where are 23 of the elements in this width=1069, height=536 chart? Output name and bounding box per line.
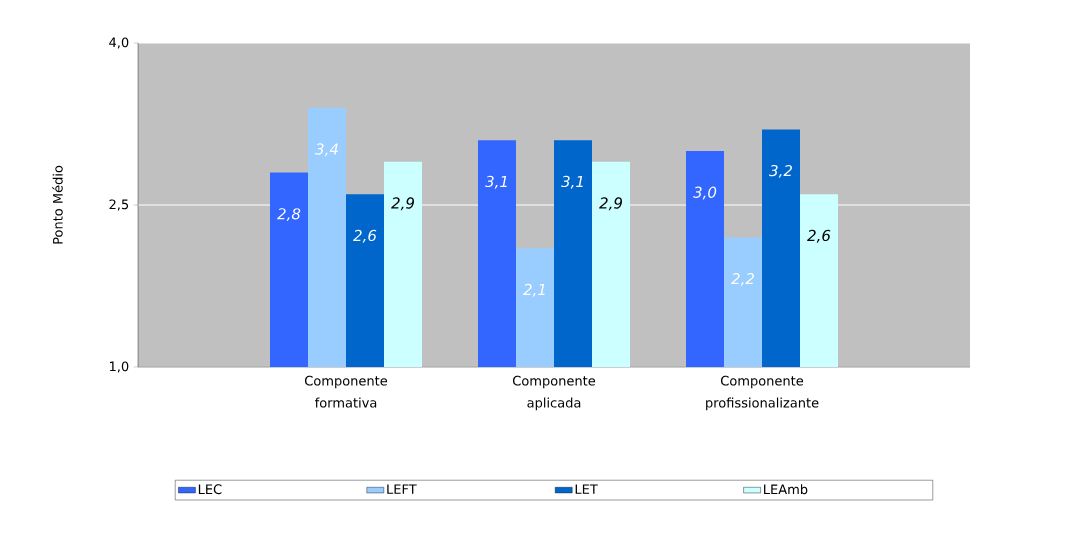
- data-label: 3,1: [485, 175, 507, 189]
- data-label: 2,6: [807, 229, 831, 243]
- y-axis-title: Ponto Médio: [52, 165, 63, 244]
- data-label: 3,1: [561, 175, 583, 189]
- legend-label: LEAmb: [764, 484, 808, 495]
- y-tick-label: 1,0: [109, 361, 129, 373]
- data-label: 2,2: [731, 272, 754, 286]
- data-label: 2,9: [391, 197, 414, 211]
- data-label: 2,6: [353, 229, 377, 243]
- y-tick-label: 4,0: [109, 37, 129, 49]
- data-label: 3,0: [693, 186, 717, 200]
- data-label: 2,9: [599, 197, 622, 211]
- x-tick-label: Componente profissionalizante: [706, 375, 819, 411]
- legend-label: LET: [575, 484, 598, 494]
- x-tick-label: Componente formativa: [305, 375, 388, 408]
- data-label: 3,2: [769, 164, 792, 178]
- data-label: 3,4: [315, 143, 338, 157]
- data-label: 2,8: [277, 208, 301, 222]
- y-tick-label: 2,5: [109, 199, 129, 211]
- legend-label: LEFT: [387, 484, 417, 494]
- x-tick-label: Componente aplicada: [513, 375, 596, 411]
- data-label: 2,1: [523, 283, 545, 297]
- legend-label: LEC: [198, 484, 222, 495]
